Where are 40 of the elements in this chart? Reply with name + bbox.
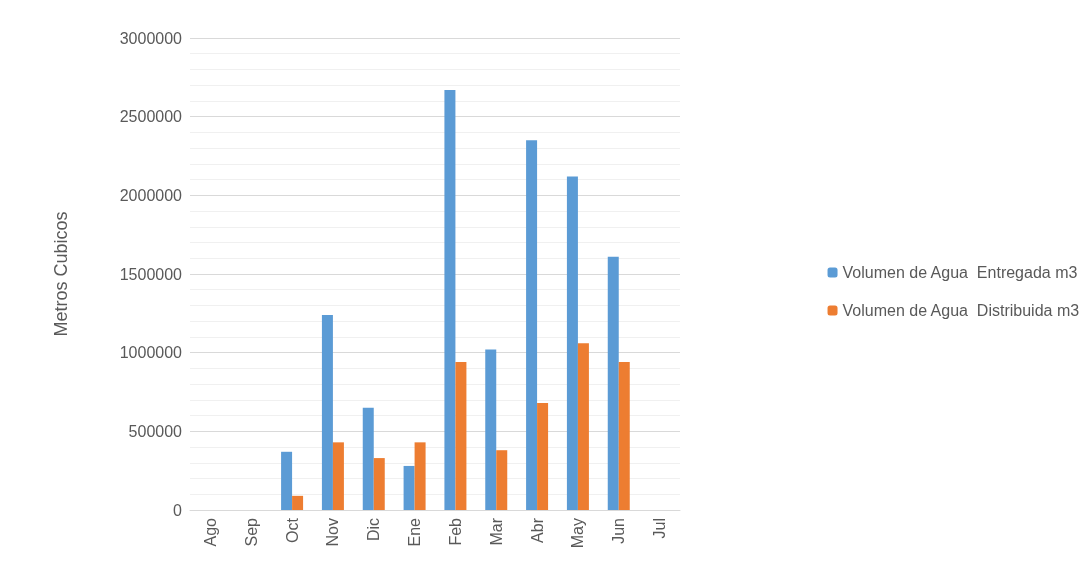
x-tick-label: Ago xyxy=(201,517,219,547)
bar xyxy=(321,314,333,510)
y-tick-label: 500000 xyxy=(128,422,183,440)
bar xyxy=(607,256,619,510)
x-tick-label: Sep xyxy=(242,517,260,547)
x-tick-label: Dic xyxy=(365,518,383,542)
x-tick-label: Jun xyxy=(610,518,628,544)
y-tick-label: 2500000 xyxy=(119,108,183,126)
bar xyxy=(403,465,415,510)
bar xyxy=(618,362,630,510)
bar xyxy=(292,495,304,510)
y-tick-label: 3000000 xyxy=(119,29,183,47)
x-tick-label: Feb xyxy=(446,517,464,546)
x-tick-label: Nov xyxy=(324,518,342,547)
x-tick-label: Oct xyxy=(283,517,301,543)
bar xyxy=(577,343,589,510)
y-tick-label: 1000000 xyxy=(119,344,183,362)
y-axis-title: Metros Cubicos xyxy=(51,211,71,337)
y-tick-label: 1500000 xyxy=(119,265,183,283)
x-tick-label: Jul xyxy=(651,518,669,539)
legend-label: Volumen de Agua Distribuida m3 xyxy=(842,302,1080,319)
bar xyxy=(414,442,426,510)
x-tick-label: Mar xyxy=(487,517,505,546)
legend-label: Volumen de Agua Entregada m3 xyxy=(842,264,1078,281)
y-tick-label: 0 xyxy=(173,501,183,519)
x-tick-label: Ene xyxy=(406,517,424,547)
bar xyxy=(281,451,293,510)
bar xyxy=(362,407,374,510)
bar xyxy=(526,140,538,510)
bar xyxy=(373,458,385,510)
bar xyxy=(496,450,508,510)
bar xyxy=(444,89,456,510)
bar xyxy=(566,176,578,510)
bar xyxy=(455,362,467,510)
x-tick-label: Abr xyxy=(528,517,546,543)
y-tick-label: 2000000 xyxy=(119,186,183,204)
bar xyxy=(537,403,549,510)
bar xyxy=(332,442,344,510)
bar xyxy=(485,349,497,510)
x-tick-label: May xyxy=(569,518,587,549)
